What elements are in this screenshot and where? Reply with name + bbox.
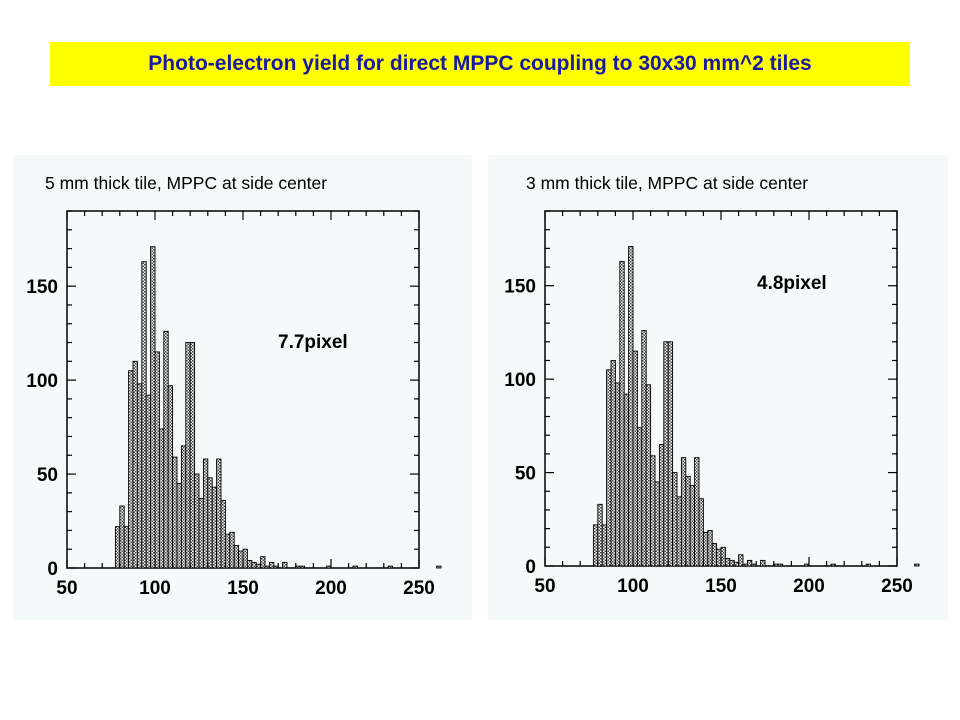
pixel-annotation: 7.7pixel	[278, 332, 348, 353]
slide-title: Photo-electron yield for direct MPPC cou…	[148, 52, 812, 75]
histogram-bar	[777, 563, 784, 567]
y-tick-label: 150	[26, 277, 58, 298]
x-tick-label: 250	[403, 578, 435, 599]
histogram-bar	[702, 531, 709, 567]
histogram-bar	[804, 563, 810, 567]
histogram-bar	[676, 496, 682, 567]
slide-title-banner: Photo-electron yield for direct MPPC cou…	[50, 42, 910, 86]
right-chart-title: 3 mm thick tile, MPPC at side center	[526, 173, 809, 193]
y-tick-label: 0	[525, 557, 536, 578]
histogram-bar	[614, 382, 621, 567]
histogram-bar	[724, 558, 731, 567]
x-tick-label: 150	[705, 576, 737, 597]
x-tick-label: 200	[793, 576, 825, 597]
histogram-bar	[733, 561, 740, 567]
histogram-bar	[914, 563, 920, 567]
histogram-bar	[645, 384, 652, 567]
histogram-bar	[299, 565, 306, 569]
histogram-bar	[773, 563, 779, 567]
x-tick-label: 150	[227, 578, 259, 599]
histogram-bar	[352, 565, 358, 569]
histogram-bar	[720, 546, 726, 567]
x-tick-label: 250	[881, 576, 913, 597]
y-tick-label: 150	[504, 277, 536, 298]
right-chart-panel	[488, 155, 948, 620]
histogram-bar	[268, 561, 275, 569]
x-tick-label: 50	[56, 578, 77, 599]
histogram-bar	[663, 341, 669, 567]
x-tick-label: 50	[534, 576, 555, 597]
histogram-bar	[601, 524, 608, 567]
histogram-bar	[738, 554, 744, 567]
y-tick-label: 0	[47, 559, 58, 580]
histogram-bar	[667, 341, 674, 567]
x-tick-label: 100	[139, 578, 171, 599]
x-tick-label: 200	[315, 578, 347, 599]
histogram-bar	[610, 360, 616, 567]
histogram-bar	[716, 548, 722, 567]
histogram-bar	[242, 548, 248, 569]
histogram-bar	[606, 369, 612, 567]
histogram-bar	[672, 472, 678, 567]
left-chart-panel	[13, 155, 472, 620]
histogram-bar	[436, 565, 442, 569]
histogram-bar	[680, 457, 687, 567]
histogram-bar	[623, 393, 630, 567]
histogram-bar	[742, 563, 748, 567]
y-tick-label: 50	[37, 465, 58, 486]
histogram-bar	[694, 457, 700, 567]
y-tick-label: 100	[26, 371, 58, 392]
x-tick-label: 100	[617, 576, 649, 597]
histogram-bar	[260, 556, 266, 569]
histogram-bar	[658, 444, 665, 567]
histogram-bar	[654, 481, 660, 567]
histogram-bar	[729, 559, 735, 567]
histogram-bar	[619, 260, 625, 567]
y-tick-label: 50	[515, 464, 536, 485]
histogram-bar	[689, 485, 696, 567]
histogram-bar	[685, 475, 691, 567]
histogram-bar	[650, 455, 656, 567]
histogram-bar	[189, 342, 196, 569]
histogram-bar	[597, 503, 603, 567]
histogram-bar	[865, 563, 872, 567]
histogram-bar	[632, 350, 638, 567]
histogram-bar	[641, 330, 647, 567]
histogram-bar	[628, 246, 634, 567]
left-chart-title: 5 mm thick tile, MPPC at side center	[45, 173, 328, 193]
histogram-bar	[751, 563, 757, 567]
histogram-bar	[707, 530, 713, 567]
histogram-bar	[636, 427, 643, 567]
histogram-bar	[698, 498, 704, 567]
histogram-bar	[711, 543, 718, 567]
histogram-bar	[387, 565, 394, 569]
histogram-bar	[830, 563, 836, 567]
histogram-bar	[746, 559, 753, 567]
histogram-bar	[282, 561, 288, 569]
histogram-bar	[760, 559, 766, 567]
y-tick-label: 100	[504, 370, 536, 391]
histogram-bar	[592, 524, 599, 567]
pixel-annotation: 4.8pixel	[757, 273, 827, 294]
